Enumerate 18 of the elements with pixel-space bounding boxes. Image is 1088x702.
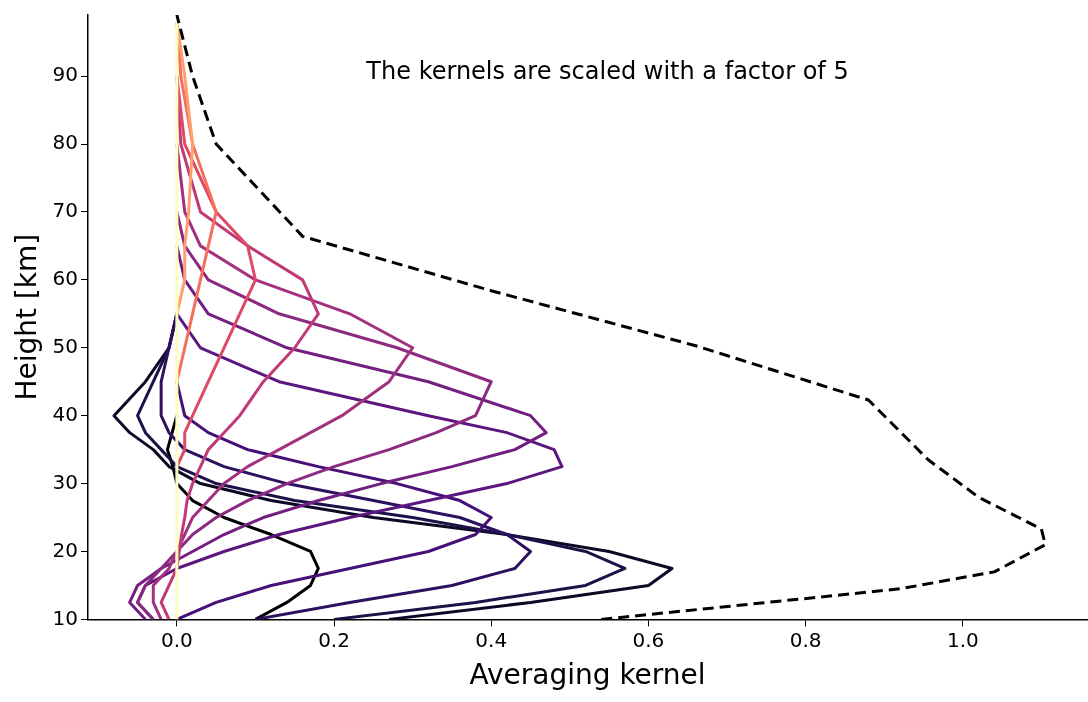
y-tick-label: 50 [52, 333, 79, 358]
x-tick-label: 0.8 [789, 627, 822, 652]
y-tick-label: 80 [52, 130, 79, 155]
x-tick-label: 0.2 [318, 627, 350, 652]
x-tick-label: 0.4 [475, 627, 508, 652]
x-tick-label: 0.0 [160, 627, 193, 652]
y-tick-label: 20 [52, 537, 79, 562]
x-axis-title: Averaging kernel [469, 658, 706, 692]
y-axis-title: Height [km] [10, 233, 44, 401]
x-tick-label: 1.0 [946, 627, 979, 652]
y-tick-label: 70 [52, 198, 79, 223]
y-tick-label: 40 [52, 401, 79, 426]
y-tick-label: 10 [52, 605, 79, 630]
annotation: The kernels are scaled with a factor of 5 [365, 57, 849, 85]
y-tick-label: 90 [52, 62, 79, 87]
y-tick-label: 60 [52, 266, 79, 291]
y-tick-label: 30 [52, 469, 79, 494]
x-tick-label: 0.6 [632, 627, 665, 652]
